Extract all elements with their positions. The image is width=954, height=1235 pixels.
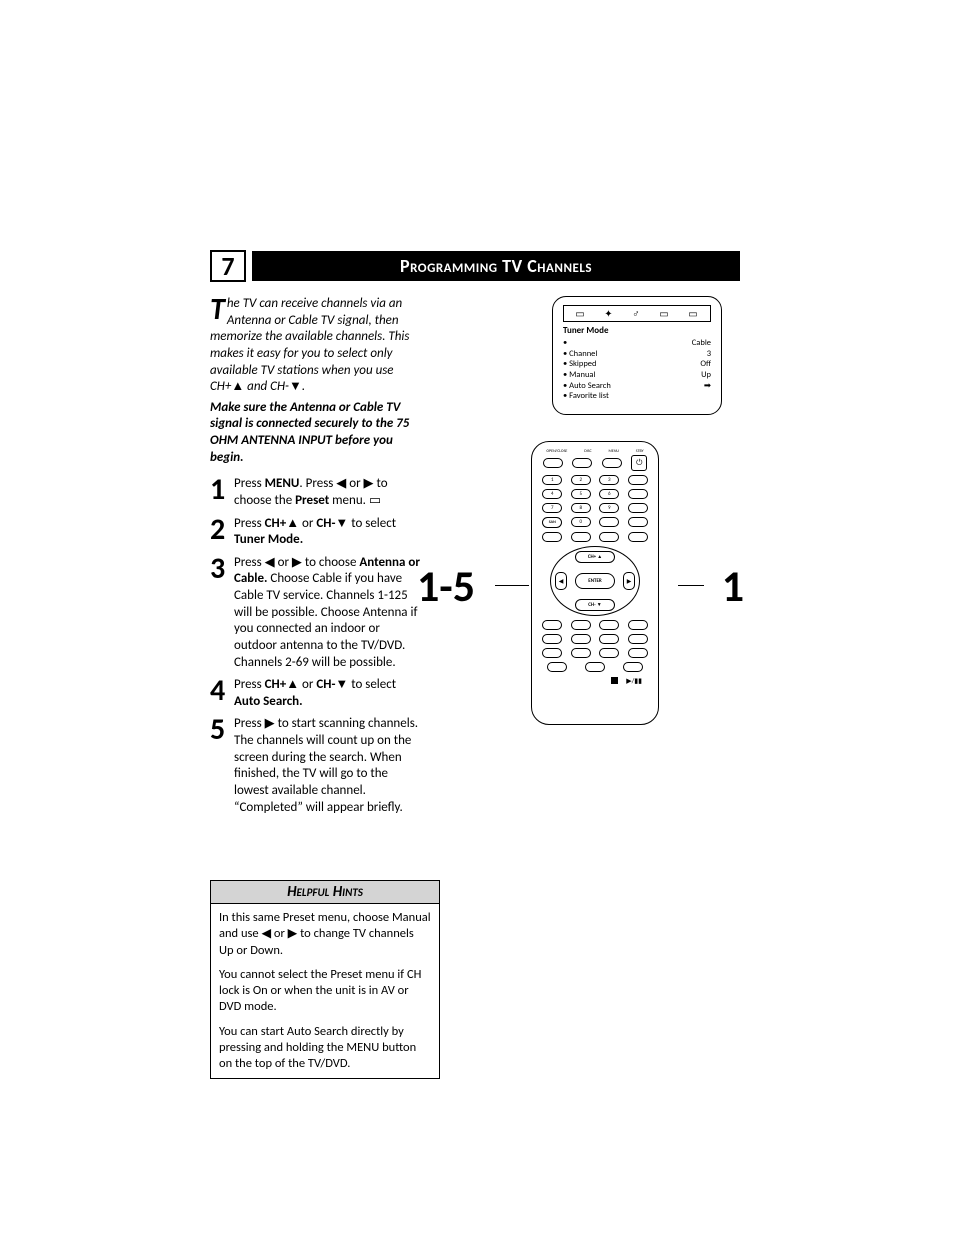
diagram-column: ▭✦♂▭▭ Tuner Mode •Cable• Channel3• Skipp… (445, 296, 740, 822)
helpful-hints-box: Helpful Hints In this same Preset menu, … (210, 880, 440, 1079)
remote-button (599, 648, 619, 658)
remote-button (628, 620, 648, 630)
remote-button (542, 648, 562, 658)
step: 5Press ▶ to start scanning channels. The… (210, 716, 425, 816)
osd-row: • Favorite list (563, 391, 711, 402)
remote-button (543, 458, 563, 468)
tv-osd-diagram: ▭✦♂▭▭ Tuner Mode •Cable• Channel3• Skipp… (552, 296, 722, 415)
osd-row: • SkippedOff (563, 359, 711, 370)
stop-icon (611, 677, 618, 684)
step-text: Press CH+▲ or CH-▼ to select Tuner Mode. (234, 516, 425, 549)
remote-button (628, 517, 648, 527)
instructions-column: T he TV can receive channels via an Ante… (210, 296, 425, 822)
osd-row: •Cable (563, 338, 711, 349)
pointer-line-right (678, 585, 704, 586)
remote-num-0: 0 (571, 517, 591, 527)
remote-button (571, 648, 591, 658)
intro-paragraph: T he TV can receive channels via an Ante… (210, 296, 425, 396)
hints-title: Helpful Hints (211, 881, 439, 904)
step-number: 4 (210, 677, 234, 710)
step-number: 2 (210, 516, 234, 549)
remote-button (599, 517, 619, 527)
hint-paragraph: In this same Preset menu, choose Manual … (219, 910, 431, 959)
remote-num-9: 9 (599, 503, 619, 513)
remote-button (585, 662, 605, 672)
remote-button (571, 634, 591, 644)
remote-button (628, 489, 648, 499)
ch-up-button: CH+ ▲ (575, 551, 615, 563)
step: 4Press CH+▲ or CH-▼ to select Auto Searc… (210, 677, 425, 710)
step-text: Press ◀ or ▶ to choose Antenna or Cable.… (234, 555, 425, 671)
manual-page: 7 Programming TV Channels T he TV can re… (210, 250, 740, 1079)
remote-num-2: 2 (571, 475, 591, 485)
callout-step-1: 1 (722, 559, 744, 613)
intro-text: he TV can receive channels via an Antenn… (210, 296, 409, 394)
remote-button (628, 634, 648, 644)
dropcap: T (210, 296, 227, 322)
step-number: 3 (210, 555, 234, 671)
osd-row: • Channel3 (563, 349, 711, 360)
remote-dpad: CH+ ▲ ◀ ENTER ▶ CH- ▼ (550, 546, 640, 616)
right-arrow-button: ▶ (623, 572, 635, 590)
remote-control: OPEN/CLOSEDISCMENUSTBY ⏻ 1 2 3 4 (531, 441, 659, 725)
remote-button (628, 532, 648, 542)
remote-button (628, 475, 648, 485)
step-text: Press CH+▲ or CH-▼ to select Auto Search… (234, 677, 425, 710)
step-text: Press MENU. Press ◀ or ▶ to choose the P… (234, 476, 425, 509)
remote-num-7: 7 (542, 503, 562, 513)
osd-row: • Auto Search➡ (563, 381, 711, 392)
remote-button (599, 620, 619, 630)
step: 1Press MENU. Press ◀ or ▶ to choose the … (210, 476, 425, 509)
ch-down-button: CH- ▼ (575, 599, 615, 611)
content-columns: T he TV can receive channels via an Ante… (210, 296, 740, 822)
remote-num-5: 5 (571, 489, 591, 499)
remote-button (572, 458, 592, 468)
remote-num-6: 6 (599, 489, 619, 499)
remote-button (599, 532, 619, 542)
steps-list: 1Press MENU. Press ◀ or ▶ to choose the … (210, 476, 425, 816)
hint-paragraph: You cannot select the Preset menu if CH … (219, 967, 431, 1016)
remote-button (628, 503, 648, 513)
play-pause-icon: ▶/▮▮ (626, 676, 642, 685)
remote-num-3: 3 (599, 475, 619, 485)
remote-num-4: 4 (542, 489, 562, 499)
left-arrow-button: ◀ (555, 572, 567, 590)
remote-button (547, 662, 567, 672)
remote-diagram: 1-5 1 OPEN/CLOSEDISCMENUSTBY ⏻ 1 2 (445, 441, 740, 731)
osd-title: Tuner Mode (563, 325, 711, 336)
remote-num-1: 1 (542, 475, 562, 485)
remote-num-8: 8 (571, 503, 591, 513)
remote-san-button: SAN (542, 517, 562, 528)
osd-row: • ManualUp (563, 370, 711, 381)
hint-paragraph: You can start Auto Search directly by pr… (219, 1024, 431, 1073)
step-number: 5 (210, 716, 234, 816)
step-number: 1 (210, 476, 234, 509)
header-row: 7 Programming TV Channels (210, 250, 740, 282)
remote-button (571, 532, 591, 542)
callout-steps-1-5: 1-5 (417, 559, 475, 613)
remote-button (623, 662, 643, 672)
remote-button (542, 634, 562, 644)
step: 3Press ◀ or ▶ to choose Antenna or Cable… (210, 555, 425, 671)
page-title: Programming TV Channels (252, 251, 740, 281)
step-text: Press ▶ to start scanning channels. The … (234, 716, 425, 816)
enter-button: ENTER (575, 573, 615, 589)
pointer-line-left (495, 585, 529, 586)
page-number: 7 (210, 250, 246, 282)
osd-menu-rows: •Cable• Channel3• SkippedOff• ManualUp• … (563, 338, 711, 402)
remote-button (599, 634, 619, 644)
osd-icon-row: ▭✦♂▭▭ (563, 305, 711, 322)
power-icon: ⏻ (631, 455, 647, 471)
remote-button (602, 458, 622, 468)
hints-body: In this same Preset menu, choose Manual … (211, 904, 439, 1078)
remote-button (628, 648, 648, 658)
remote-button (542, 532, 562, 542)
intro-warning: Make sure the Antenna or Cable TV signal… (210, 400, 425, 467)
step: 2Press CH+▲ or CH-▼ to select Tuner Mode… (210, 516, 425, 549)
remote-button (571, 620, 591, 630)
remote-button (542, 620, 562, 630)
